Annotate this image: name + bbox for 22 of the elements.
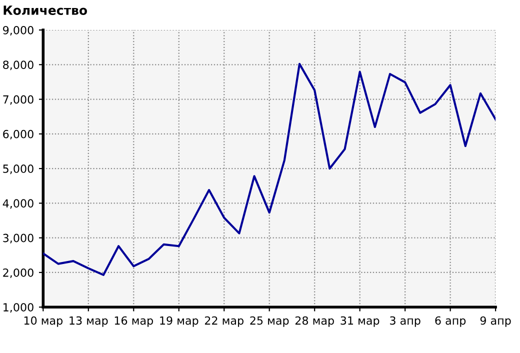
y-tick-label: 4,000	[2, 199, 34, 209]
y-axis-title: Количество	[4, 6, 87, 15]
x-tick-label: 9 апр	[480, 316, 511, 327]
x-tick-label: 10 мар	[24, 316, 63, 327]
y-tick-label: 3,000	[3, 234, 34, 244]
y-tick-label: 7,000	[3, 95, 34, 105]
x-tick-label: 31 мар	[340, 316, 380, 327]
x-tick-label: 22 мар	[204, 316, 244, 327]
x-tick-label: 28 мар	[295, 316, 334, 327]
x-tick-label: 25 мар	[250, 316, 289, 327]
y-tick-label: 1,000	[4, 303, 34, 313]
x-tick-label: 16 мар	[114, 316, 153, 327]
y-tick-label: 8,000	[3, 60, 34, 70]
y-tick-label: 6,000	[3, 130, 34, 140]
x-tick-label: 19 мар	[160, 316, 198, 327]
y-tick-label: 5,000	[3, 164, 34, 174]
x-tick-label: 13 мар	[70, 316, 108, 327]
y-tick-label: 9,000	[3, 26, 34, 36]
y-tick-label: 2,000	[3, 268, 34, 278]
line-series	[43, 62, 496, 276]
x-tick-label: 6 апр	[435, 316, 466, 327]
x-tick-label: 3 апр	[390, 316, 420, 327]
